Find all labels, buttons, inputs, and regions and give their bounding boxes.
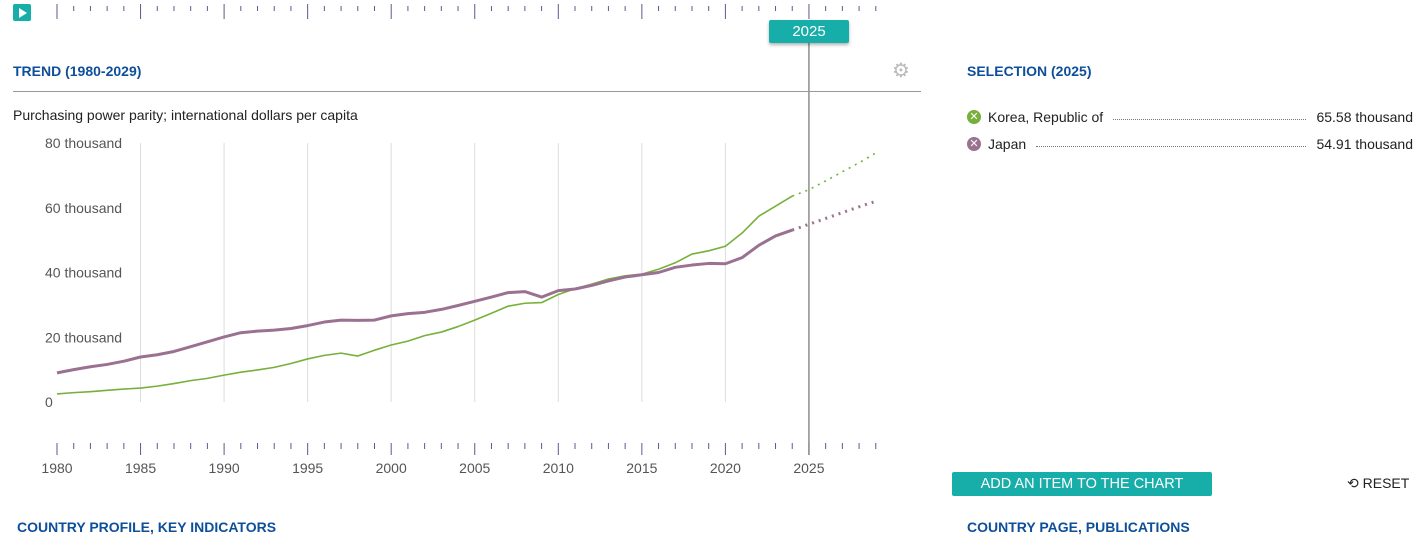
x-tick-label: 2015 <box>626 460 657 476</box>
y-tick-label: 0 <box>45 394 53 410</box>
reset-label: RESET <box>1362 475 1410 491</box>
unit-label: Purchasing power parity; international d… <box>13 107 358 123</box>
series-line-korea <box>56 195 793 395</box>
y-tick-label: 80 thousand <box>45 135 122 151</box>
play-button[interactable] <box>13 4 31 21</box>
leader-dots <box>1036 145 1307 147</box>
series-line-japan <box>56 228 793 375</box>
selection-title: SELECTION (2025) <box>967 63 1092 79</box>
x-tick-label: 2025 <box>793 460 824 476</box>
x-tick-label: 1985 <box>125 460 156 476</box>
x-tick-label: 1995 <box>292 460 323 476</box>
leader-dots <box>1113 118 1307 120</box>
x-tick-label: 2020 <box>710 460 741 476</box>
selection-item: ✕ Japan 54.91 thousand <box>967 134 1413 154</box>
reset-button[interactable]: ⟲ RESET <box>1347 475 1409 492</box>
trend-title: TREND (1980-2029) <box>13 63 142 79</box>
country-profile-link[interactable]: COUNTRY PROFILE, KEY INDICATORS <box>17 519 277 535</box>
x-tick-label: 1990 <box>209 460 240 476</box>
series-projection-japan <box>791 199 877 232</box>
country-page-link[interactable]: COUNTRY PAGE, PUBLICATIONS <box>967 519 1190 535</box>
selection-item-value: 54.91 thousand <box>1316 136 1413 152</box>
x-tick-label: 2000 <box>376 460 407 476</box>
y-tick-label: 20 thousand <box>45 329 122 345</box>
x-tick-label: 1980 <box>41 460 72 476</box>
reset-icon: ⟲ <box>1347 475 1359 491</box>
divider <box>13 91 921 92</box>
series-projection-korea <box>791 152 877 197</box>
add-item-button[interactable]: ADD AN ITEM TO THE CHART <box>952 472 1212 496</box>
selection-item-value: 65.58 thousand <box>1316 109 1413 125</box>
trend-chart: 1980 1985 1990 1995 2000 2005 2010 2015 2020 2025… <box>41 4 877 476</box>
x-tick-label: 2005 <box>459 460 490 476</box>
y-tick-label: 40 thousand <box>45 265 122 281</box>
remove-icon[interactable]: ✕ <box>967 137 981 151</box>
year-slider-handle[interactable]: 2025 <box>769 20 849 43</box>
x-tick-label: 2010 <box>543 460 574 476</box>
y-tick-label: 60 thousand <box>45 200 122 216</box>
remove-icon[interactable]: ✕ <box>967 110 981 124</box>
gear-icon[interactable]: ⚙ <box>892 58 910 82</box>
selection-item: ✕ Korea, Republic of 65.58 thousand <box>967 107 1413 127</box>
selection-item-name: Korea, Republic of <box>988 109 1104 125</box>
selection-item-name: Japan <box>988 136 1027 152</box>
